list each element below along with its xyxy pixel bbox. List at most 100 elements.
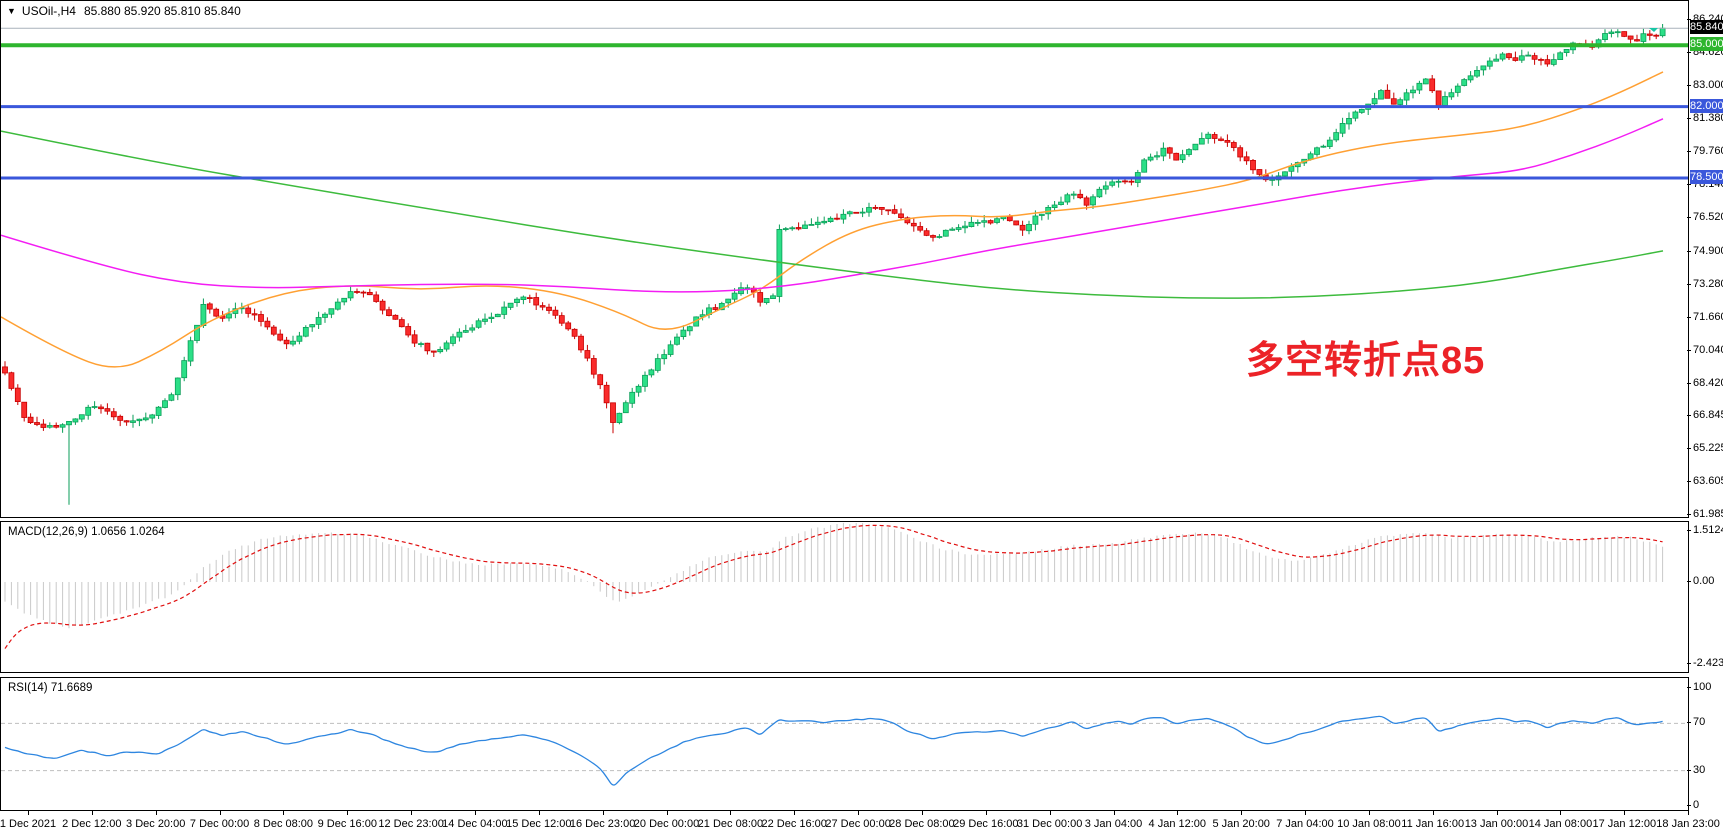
rsi-tick-label: 0 — [1693, 799, 1700, 811]
time-axis-label: 15 Dec 12:00 — [506, 818, 572, 830]
chart-header: ▼ USOil-,H4 85.880 85.920 85.810 85.840 — [7, 4, 241, 18]
axis-tick-mark — [1687, 217, 1691, 219]
price-tick-label: 66.845 — [1693, 409, 1723, 422]
time-tick-mark — [1624, 811, 1626, 815]
axis-tick-mark — [1687, 687, 1691, 688]
axis-tick-mark — [1687, 316, 1691, 318]
macd-tick-label: -2.4234 — [1693, 657, 1723, 670]
price-levels-layer[interactable] — [1, 27, 1688, 180]
time-tick-mark — [1113, 811, 1115, 815]
price-level-badge-78.500: 78.500 — [1690, 170, 1723, 185]
axis-tick-mark — [1687, 805, 1691, 806]
axis-tick-mark — [1687, 448, 1691, 450]
annotation-text: 多空转折点85 — [1246, 340, 1486, 382]
time-axis-label: 10 Jan 08:00 — [1337, 818, 1401, 830]
up-arrow-marker — [1649, 28, 1658, 32]
symbol-dropdown-icon[interactable]: ▼ — [7, 6, 16, 16]
time-axis-label: 12 Dec 23:00 — [378, 818, 444, 830]
time-axis-label: 1 Dec 2021 — [0, 818, 57, 830]
rsi-level-lines — [1, 722, 1688, 772]
time-tick-mark — [602, 811, 604, 815]
axis-tick-mark — [1687, 382, 1691, 384]
axis-tick-mark — [1687, 722, 1691, 724]
rsi-tick-label: 30 — [1693, 763, 1706, 776]
candles-layer — [2, 24, 1666, 505]
time-tick-mark — [155, 811, 157, 815]
time-axis-label: 4 Jan 12:00 — [1148, 818, 1207, 830]
time-axis-label: 29 Dec 16:00 — [953, 818, 1019, 830]
axis-tick-mark — [1687, 118, 1691, 120]
price-tick-label: 76.520 — [1693, 211, 1723, 224]
macd-canvas[interactable] — [1, 522, 1688, 672]
rsi-tick-label: 100 — [1693, 681, 1712, 693]
time-tick-mark — [858, 811, 860, 815]
symbol-period-label: USOil-,H4 — [21, 4, 76, 18]
rsi-canvas[interactable] — [1, 678, 1688, 810]
ma-fast-orange-line[interactable] — [1, 71, 1664, 368]
time-axis-label: 3 Dec 20:00 — [126, 818, 186, 830]
axis-tick-mark — [1687, 18, 1691, 20]
rsi-line — [4, 715, 1663, 786]
macd-indicator-label: MACD(12,26,9) 1.0656 1.0264 — [8, 526, 165, 538]
time-axis-label: 9 Dec 16:00 — [317, 818, 377, 830]
price-axis[interactable]: 86.24084.62083.00081.38079.76078.14076.5… — [1687, 0, 1723, 811]
price-tick-label: 79.760 — [1693, 145, 1723, 158]
axis-tick-mark — [1687, 415, 1691, 417]
macd-tick-label: 0.00 — [1693, 575, 1715, 587]
axis-tick-mark — [1687, 529, 1691, 531]
axis-tick-mark — [1687, 250, 1691, 252]
time-tick-mark — [730, 811, 732, 815]
time-tick-mark — [666, 811, 668, 815]
time-tick-mark — [1049, 811, 1051, 815]
price-tick-label: 73.280 — [1693, 277, 1723, 290]
price-level-badge-82.000: 82.000 — [1690, 98, 1723, 113]
axis-tick-mark — [1687, 349, 1691, 351]
axis-tick-mark — [1687, 663, 1691, 665]
rsi-indicator-label: RSI(14) 71.6689 — [8, 682, 93, 694]
price-tick-label: 71.660 — [1693, 310, 1723, 323]
price-tick-label: 61.985 — [1693, 508, 1723, 521]
time-tick-mark — [921, 811, 923, 815]
time-axis-label: 21 Dec 08:00 — [697, 818, 764, 830]
time-tick-mark — [538, 811, 540, 815]
price-tick-label: 65.225 — [1693, 442, 1723, 455]
axis-tick-mark — [1687, 52, 1691, 54]
time-axis[interactable]: 1 Dec 2021 2 Dec 12:00 3 Dec 20:00 7 Dec 00… — [0, 811, 1723, 838]
price-level-badge-85.840: 85.840 — [1690, 20, 1723, 35]
time-axis-label: 27 Dec 00:00 — [825, 818, 891, 830]
ma-slow-green-line[interactable] — [1, 130, 1664, 299]
price-tick-label: 63.605 — [1693, 475, 1723, 488]
time-axis-label: 5 Jan 20:00 — [1212, 818, 1270, 830]
rsi-panel[interactable] — [0, 677, 1689, 811]
time-tick-mark — [411, 811, 413, 815]
price-tick-label: 70.040 — [1693, 343, 1723, 356]
time-axis-label: 14 Jan 08:00 — [1528, 818, 1593, 830]
ma-mid-magenta-line[interactable] — [1, 118, 1664, 293]
macd-panel[interactable] — [0, 521, 1689, 673]
time-tick-mark — [794, 811, 796, 815]
time-axis-label: 2 Dec 12:00 — [62, 818, 122, 830]
time-tick-mark — [1368, 811, 1370, 815]
time-axis-label: 31 Dec 00:00 — [1016, 818, 1083, 830]
price-tick-label: 81.380 — [1693, 112, 1723, 125]
time-tick-mark — [1560, 811, 1562, 815]
axis-tick-mark — [1687, 514, 1691, 516]
time-axis-label: 8 Dec 08:00 — [253, 818, 314, 830]
main-chart-panel[interactable] — [0, 0, 1689, 518]
price-level-badge-85.000: 85.000 — [1690, 37, 1723, 52]
time-axis-label: 7 Jan 04:00 — [1276, 818, 1334, 830]
axis-tick-mark — [1687, 151, 1691, 153]
time-axis-label: 14 Dec 04:00 — [442, 818, 508, 830]
rsi-tick-label: 70 — [1693, 716, 1706, 729]
time-axis-label: 22 Dec 16:00 — [761, 818, 827, 830]
price-tick-label: 74.900 — [1693, 244, 1723, 257]
macd-histogram — [4, 522, 1664, 629]
time-tick-mark — [283, 811, 285, 815]
time-tick-mark — [1305, 811, 1306, 815]
time-tick-mark — [1496, 811, 1498, 815]
time-axis-label: 11 Jan 16:00 — [1401, 818, 1465, 830]
time-axis-label: 16 Dec 23:00 — [569, 818, 636, 830]
price-tick-label: 83.000 — [1693, 79, 1723, 92]
main-chart-canvas[interactable] — [1, 1, 1688, 517]
time-tick-mark — [347, 811, 349, 815]
